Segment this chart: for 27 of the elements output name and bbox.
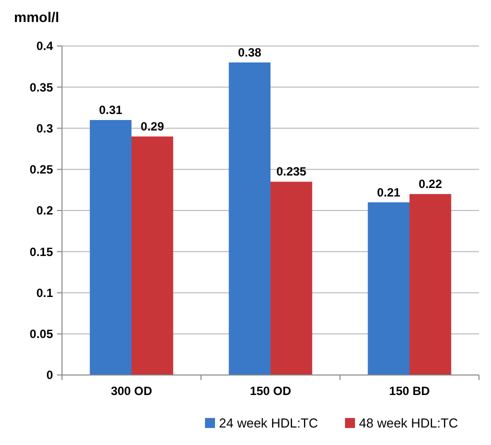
bar [90,120,132,375]
x-tick-label: 150 OD [250,384,292,398]
y-tick-label: 0.1 [36,286,54,300]
y-tick-label: 0.3 [36,121,54,136]
data-label: 0.22 [418,177,442,192]
x-tick-label: 150 BD [389,384,430,398]
y-tick-label: 0.25 [30,162,54,177]
legend-label: 48 week HDL:TC [359,416,458,431]
bar [270,182,312,375]
y-tick-label: 0.2 [36,204,54,218]
bar [410,194,452,375]
bar [228,62,270,375]
y-tick-label: 0 [46,368,54,382]
y-tick-label: 0.05 [30,327,54,342]
y-axis-title: mmol/l [14,9,60,25]
data-label: 0.38 [238,45,262,60]
data-label: 0.31 [98,103,123,118]
bar [132,136,174,375]
data-label: 0.29 [140,119,164,134]
y-tick-label: 0.15 [30,244,54,259]
y-tick-label: 0.4 [36,39,54,54]
legend-label: 24 week HDL:TC [219,416,318,431]
y-tick-label: 0.35 [30,80,54,94]
x-tick-label: 300 OD [110,384,153,398]
bar [368,202,410,375]
data-label: 0.21 [376,185,401,200]
data-label: 0.235 [276,164,307,179]
